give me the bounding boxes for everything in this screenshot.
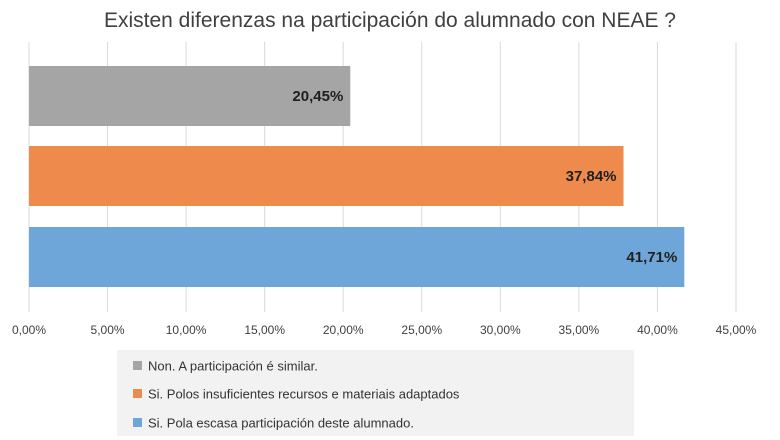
legend-background <box>117 350 634 436</box>
legend-label-1: Si. Polos insuficientes recursos e mater… <box>148 387 460 402</box>
x-axis-ticks: 0,00% 5,00% 10,00% 15,00% 20,00% 25,00% 30,00%… <box>12 323 757 337</box>
x-tick-label-1: 5,00% <box>91 323 125 337</box>
data-label-1: 37,84% <box>566 168 617 185</box>
legend-swatch-0 <box>133 361 142 370</box>
data-label-2: 41,71% <box>626 249 677 266</box>
legend-label-2: Si. Pola escasa participación deste alum… <box>148 416 414 431</box>
x-tick-label-0: 0,00% <box>12 323 46 337</box>
legend-swatch-1 <box>133 389 142 398</box>
x-tick-label-9: 45,00% <box>716 323 757 337</box>
chart-title: Existen diferenzas na participación do a… <box>104 9 676 32</box>
x-tick-label-2: 10,00% <box>166 323 207 337</box>
legend: Non. A participación é similar. Si. Polos… <box>117 350 634 436</box>
data-label-0: 20,45% <box>292 88 343 105</box>
bars <box>29 66 685 287</box>
data-labels: 20,45% 37,84% 41,71% <box>292 88 677 266</box>
x-tick-label-4: 20,00% <box>323 323 364 337</box>
x-tick-label-3: 15,00% <box>244 323 285 337</box>
x-tick-label-6: 30,00% <box>480 323 521 337</box>
legend-swatch-2 <box>133 418 142 427</box>
legend-label-0: Non. A participación é similar. <box>148 359 318 374</box>
bar-1 <box>29 146 624 206</box>
bar-2 <box>29 227 685 287</box>
x-tick-label-7: 35,00% <box>559 323 600 337</box>
bar-0 <box>29 66 351 126</box>
x-tick-label-8: 40,00% <box>637 323 678 337</box>
x-tick-label-5: 25,00% <box>401 323 442 337</box>
